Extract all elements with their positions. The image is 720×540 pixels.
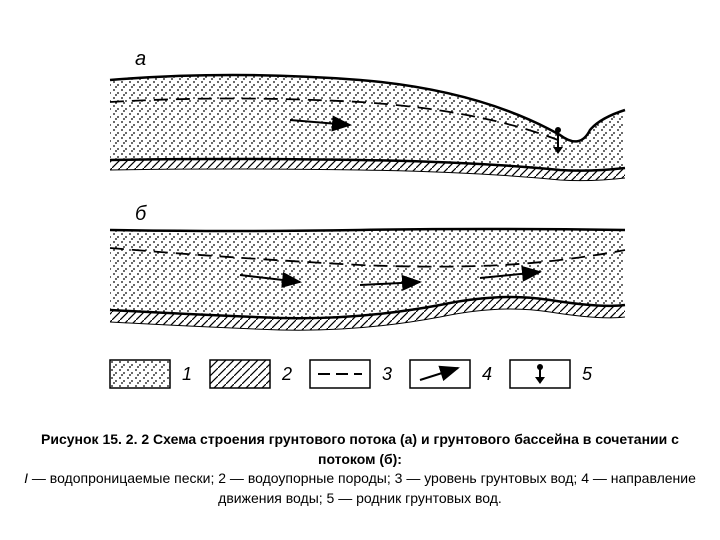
svg-text:5: 5 — [582, 364, 593, 384]
diagram-container: а б — [80, 30, 640, 410]
svg-text:4: 4 — [482, 364, 492, 384]
caption-title: Рисунок 15. 2. 2 Схема строения грунтово… — [41, 431, 679, 467]
figure-caption: Рисунок 15. 2. 2 Схема строения грунтово… — [20, 430, 700, 508]
section-b: б — [110, 203, 625, 330]
legend-item-3: 3 — [310, 360, 392, 388]
svg-text:1: 1 — [182, 364, 192, 384]
label-b: б — [135, 203, 147, 225]
caption-body: — водопроницаемые пески; 2 — водоупорные… — [28, 470, 696, 506]
legend-item-4: 4 — [410, 360, 492, 388]
section-a: а — [110, 48, 625, 181]
label-a: а — [135, 48, 146, 70]
svg-text:2: 2 — [281, 364, 292, 384]
geology-diagram: а б — [80, 30, 640, 410]
legend-item-1: 1 — [110, 360, 192, 388]
legend-item-2: 2 — [210, 360, 292, 388]
legend: 1 2 3 4 5 — [110, 360, 593, 388]
legend-item-5: 5 — [510, 360, 593, 388]
svg-text:3: 3 — [382, 364, 392, 384]
